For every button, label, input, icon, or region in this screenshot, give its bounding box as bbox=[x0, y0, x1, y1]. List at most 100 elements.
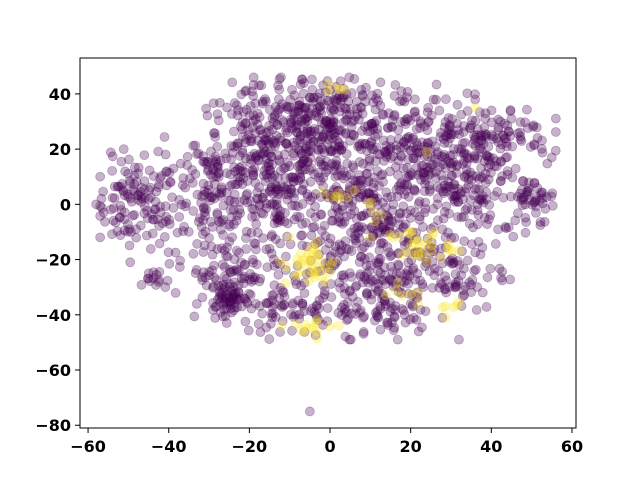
data-point bbox=[443, 113, 454, 123]
data-point bbox=[164, 258, 175, 269]
data-point bbox=[421, 175, 431, 186]
data-point bbox=[204, 270, 214, 281]
data-point bbox=[269, 110, 280, 121]
data-point bbox=[271, 130, 282, 141]
data-point bbox=[291, 211, 302, 222]
data-point bbox=[272, 213, 283, 223]
data-point bbox=[259, 170, 269, 181]
data-point bbox=[550, 127, 561, 137]
data-point bbox=[254, 80, 264, 91]
data-point bbox=[330, 241, 341, 252]
data-point bbox=[326, 146, 337, 157]
data-point bbox=[315, 175, 326, 186]
data-point bbox=[263, 138, 274, 149]
data-point bbox=[280, 162, 291, 173]
data-point bbox=[452, 118, 463, 129]
data-point bbox=[329, 165, 340, 176]
data-point bbox=[231, 245, 242, 256]
data-point bbox=[244, 110, 255, 121]
data-point bbox=[361, 82, 371, 93]
data-point bbox=[218, 200, 229, 211]
data-point bbox=[105, 147, 116, 158]
data-point bbox=[285, 239, 296, 250]
data-point bbox=[391, 184, 402, 195]
data-point bbox=[403, 171, 414, 182]
data-point bbox=[239, 195, 250, 205]
data-point bbox=[209, 179, 220, 189]
data-point bbox=[349, 233, 360, 244]
data-point bbox=[480, 108, 491, 119]
data-point bbox=[517, 200, 528, 211]
data-point bbox=[298, 127, 309, 138]
data-point bbox=[518, 194, 529, 205]
data-point bbox=[304, 406, 315, 417]
data-point bbox=[199, 186, 210, 197]
data-point bbox=[319, 147, 330, 158]
data-point bbox=[348, 162, 359, 173]
data-point bbox=[393, 170, 403, 180]
data-point bbox=[353, 179, 364, 190]
data-point bbox=[225, 195, 236, 206]
y-tick-label: 0 bbox=[60, 195, 71, 214]
data-point bbox=[431, 166, 441, 177]
data-point bbox=[481, 194, 491, 205]
data-point bbox=[540, 203, 551, 214]
data-point bbox=[338, 270, 349, 280]
data-point bbox=[213, 172, 224, 182]
data-point bbox=[344, 185, 355, 196]
data-point bbox=[198, 215, 209, 226]
data-point bbox=[427, 168, 438, 178]
data-point bbox=[375, 222, 386, 233]
data-point bbox=[496, 157, 506, 167]
data-point bbox=[159, 132, 170, 142]
data-point bbox=[530, 195, 541, 206]
data-point bbox=[164, 219, 175, 230]
data-point bbox=[351, 187, 362, 198]
data-point bbox=[218, 214, 229, 225]
data-point bbox=[447, 113, 458, 124]
data-point bbox=[279, 291, 290, 302]
data-point bbox=[215, 217, 226, 228]
data-point bbox=[165, 177, 176, 188]
data-point bbox=[275, 165, 286, 176]
data-point bbox=[322, 303, 333, 314]
data-point bbox=[198, 247, 209, 257]
data-point bbox=[452, 256, 463, 266]
data-point bbox=[293, 106, 304, 117]
data-point bbox=[366, 222, 377, 232]
data-point bbox=[468, 222, 478, 233]
data-point bbox=[425, 159, 436, 170]
data-point bbox=[199, 207, 210, 218]
data-point bbox=[441, 154, 452, 164]
data-point bbox=[226, 109, 237, 119]
data-point bbox=[258, 233, 268, 243]
data-point bbox=[272, 120, 283, 131]
data-point bbox=[440, 312, 451, 323]
data-point bbox=[515, 117, 526, 128]
data-point bbox=[464, 218, 475, 229]
data-point bbox=[340, 331, 351, 342]
data-point bbox=[341, 171, 352, 181]
data-point bbox=[458, 211, 469, 222]
data-point bbox=[389, 229, 400, 239]
data-point bbox=[415, 116, 426, 127]
data-point bbox=[320, 245, 331, 255]
data-point bbox=[212, 109, 223, 120]
data-point bbox=[460, 171, 470, 182]
data-point bbox=[164, 214, 175, 225]
data-point bbox=[372, 193, 383, 204]
data-point bbox=[264, 185, 275, 195]
data-point bbox=[298, 179, 309, 189]
data-point bbox=[252, 227, 263, 238]
data-point bbox=[460, 137, 470, 148]
data-point bbox=[397, 304, 407, 314]
data-point bbox=[362, 168, 373, 179]
data-point bbox=[290, 200, 301, 211]
data-point bbox=[438, 188, 449, 198]
data-point bbox=[481, 187, 491, 197]
data-point bbox=[441, 183, 452, 194]
data-point bbox=[326, 118, 337, 129]
data-point bbox=[313, 144, 324, 155]
data-point bbox=[347, 160, 358, 171]
data-point bbox=[233, 138, 244, 149]
